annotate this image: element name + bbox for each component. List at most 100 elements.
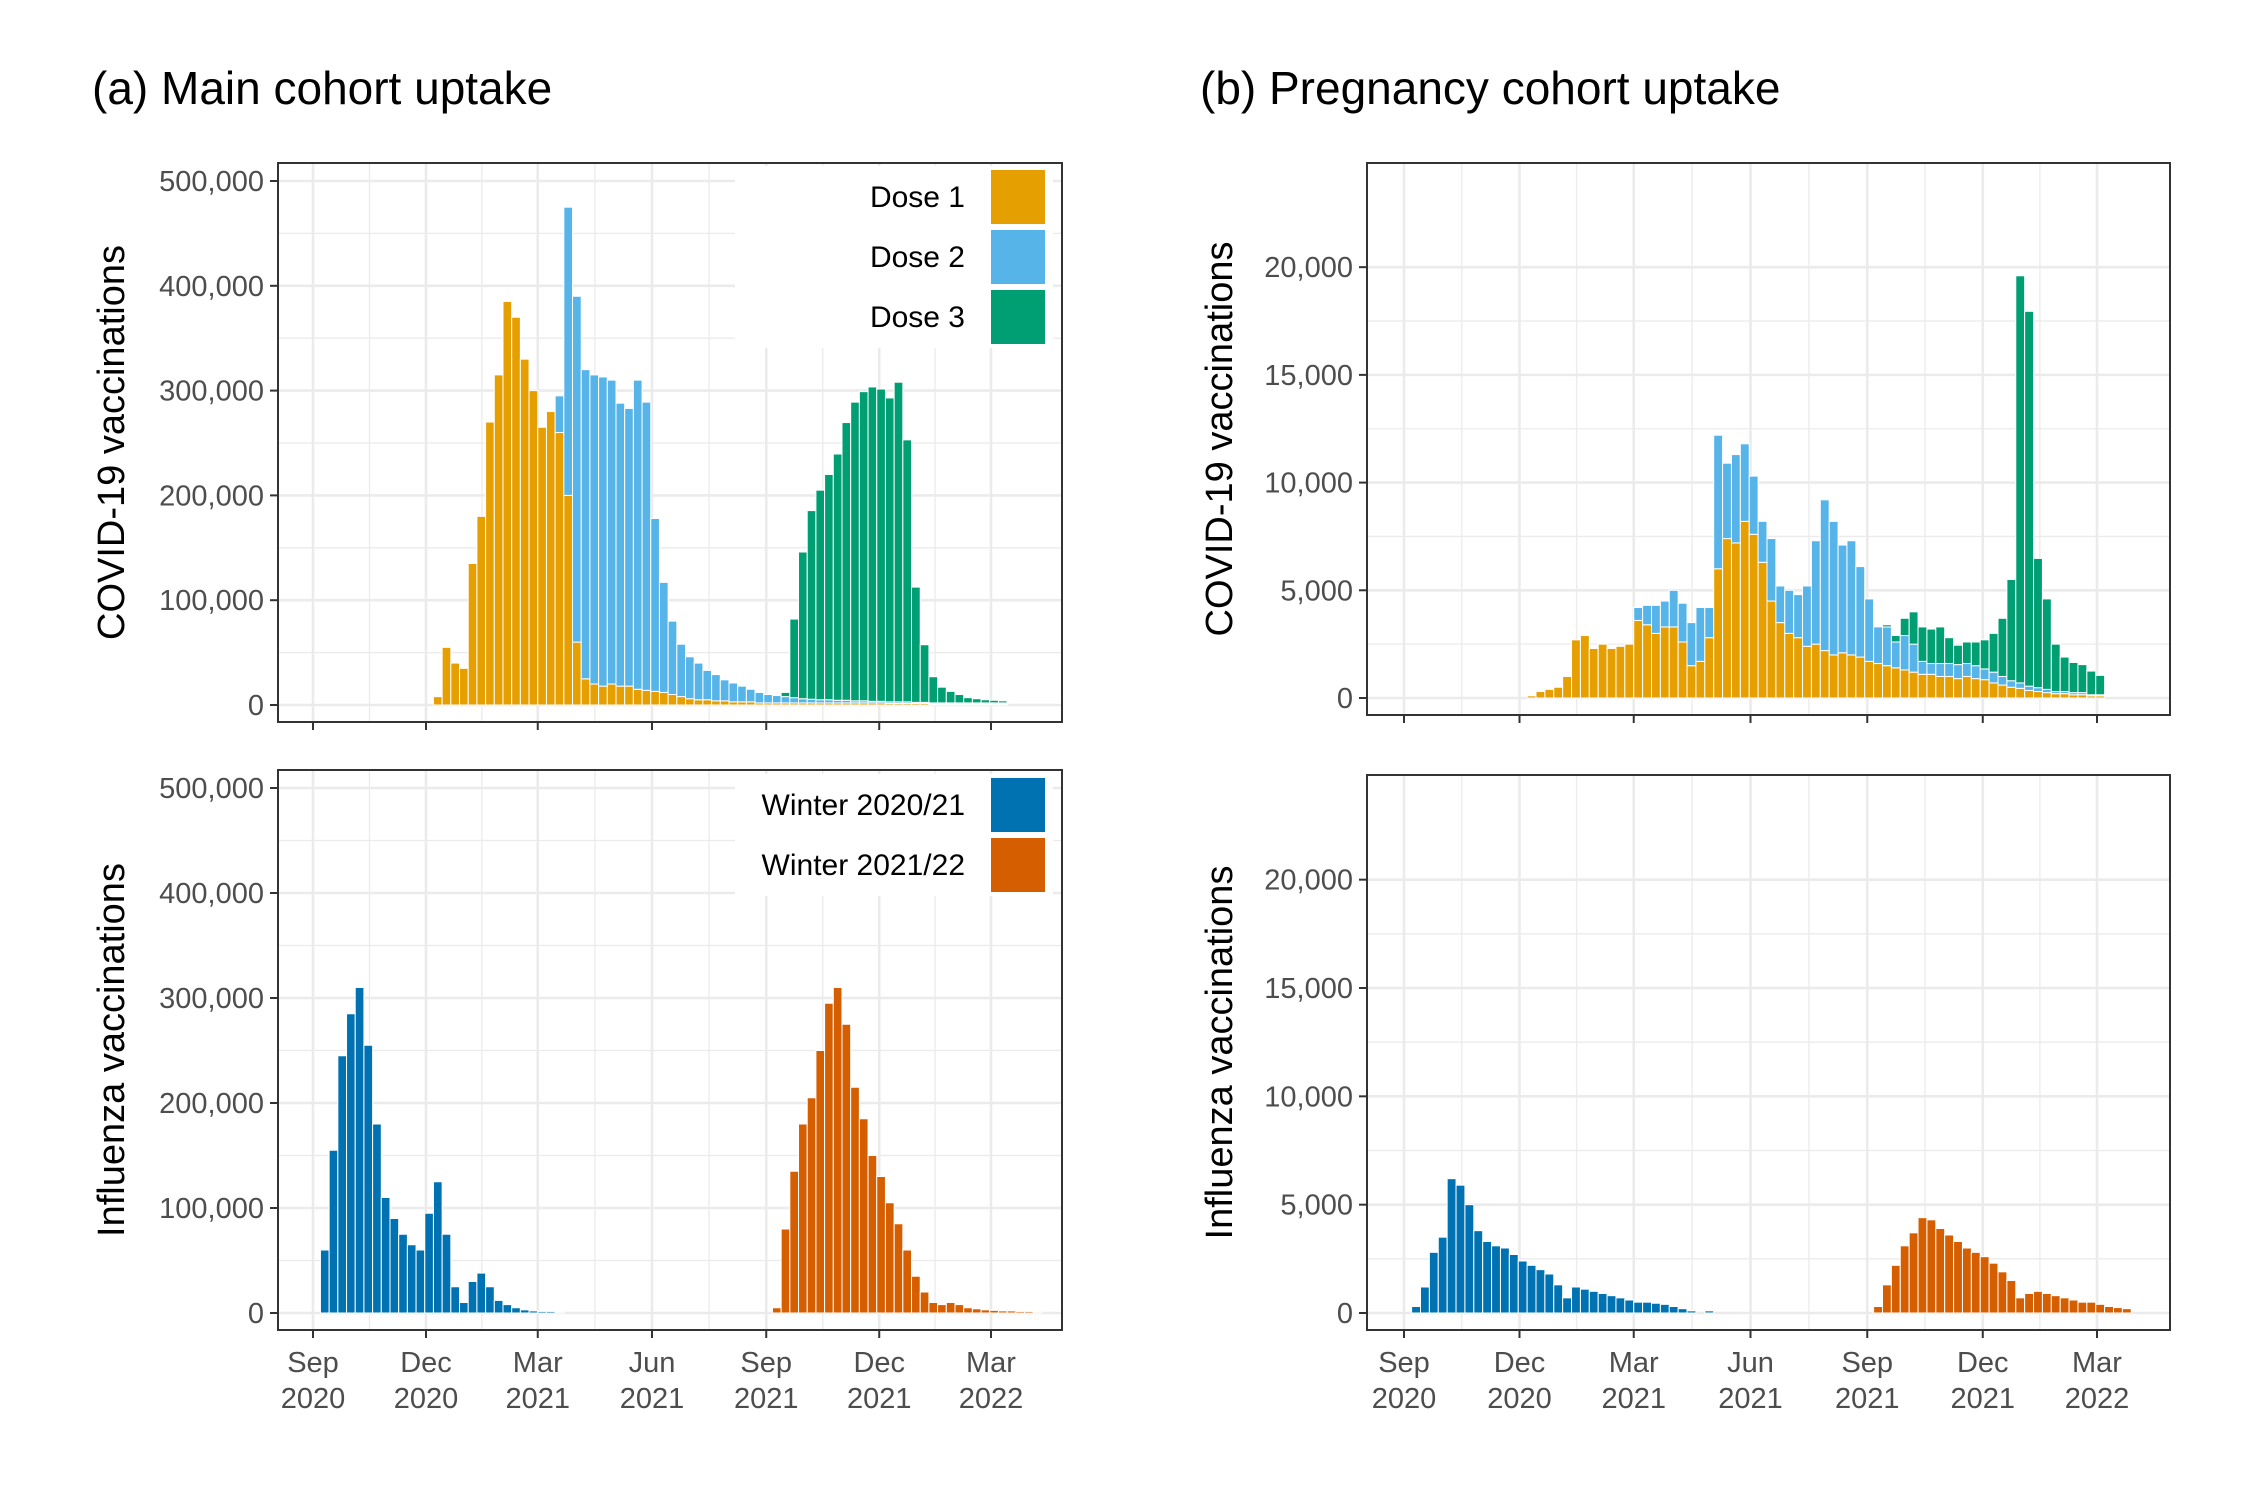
bar-dose-1 (1926, 673, 1937, 699)
bar-dose-2 (1908, 643, 1919, 673)
bar-dose-1 (1606, 647, 1617, 699)
bar-dose-2 (702, 669, 713, 701)
bar-winter-2021-22 (911, 1275, 921, 1314)
legend: Dose 1 Dose 2 Dose 3 (735, 166, 1053, 348)
bar-dose-1 (2024, 689, 2035, 699)
bar-winter-2020-21 (476, 1272, 487, 1314)
bar-dose-1 (1571, 639, 1581, 699)
bar-winter-2020-21 (1615, 1297, 1626, 1314)
y-tick-label: 20,000 (1264, 865, 1353, 897)
bar-dose-2 (667, 620, 678, 696)
bar-dose-2 (1633, 607, 1644, 621)
bar-winter-2020-21 (1642, 1301, 1652, 1314)
y-tick-label: 5,000 (1280, 575, 1353, 607)
x-tick-label: Mar 2022 (2065, 1347, 2130, 1415)
x-tick-label: Dec 2020 (1487, 1347, 1552, 1415)
bar-dose-1 (519, 358, 530, 706)
bar-dose-3 (2024, 310, 2035, 687)
bar-dose-2 (615, 402, 626, 687)
bar-dose-3 (1890, 635, 1901, 643)
bar-dose-2 (798, 698, 808, 704)
bar-winter-2020-21 (459, 1302, 469, 1314)
bar-dose-2 (806, 698, 817, 704)
bar-winter-2020-21 (1562, 1297, 1573, 1314)
bar-dose-1 (1659, 626, 1670, 699)
bar-dose-2 (1651, 604, 1661, 634)
bar-dose-3 (2095, 674, 2106, 696)
bar-dose-1 (528, 390, 539, 706)
x-tick-label: Sep 2020 (281, 1347, 346, 1415)
bar-dose-1 (1882, 665, 1892, 699)
bar-dose-3 (824, 473, 834, 701)
bar-dose-1 (1997, 684, 2008, 699)
bar-dose-2 (1793, 594, 1804, 639)
bar-dose-1 (1793, 637, 1804, 699)
bar-dose-3 (954, 694, 965, 704)
x-tick-label: Jun 2021 (1718, 1347, 1783, 1415)
x-tick-label: Mar 2021 (1601, 1347, 1666, 1415)
bar-dose-2 (580, 369, 591, 680)
x-tick-label: Mar 2022 (959, 1347, 1024, 1415)
bar-dose-1 (1748, 533, 1759, 699)
bar-dose-3 (937, 686, 947, 704)
y-axis-label: COVID-19 vaccinations (91, 245, 133, 640)
y-tick-label: 200,000 (159, 1088, 264, 1120)
bar-dose-2 (1713, 434, 1724, 570)
bar-dose-3 (2059, 656, 2070, 693)
bar-winter-2021-22 (1024, 1310, 1034, 1314)
bar-dose-2 (1855, 566, 1866, 658)
y-tick-label: 100,000 (159, 1193, 264, 1225)
bar-dose-1 (511, 316, 521, 706)
bar-dose-1 (2059, 693, 2070, 699)
bar-dose-3 (963, 697, 973, 704)
bar-dose-2 (563, 206, 574, 496)
legend-swatch (991, 170, 1045, 224)
bar-dose-1 (476, 515, 487, 706)
bar-winter-2020-21 (467, 1281, 478, 1314)
bar-dose-2 (737, 685, 747, 703)
x-tick-label: Sep 2021 (1835, 1347, 1900, 1415)
bar-dose-1 (467, 563, 478, 706)
bar-winter-2020-21 (432, 1181, 443, 1314)
bar-dose-3 (780, 691, 791, 698)
bar-winter-2020-21 (554, 1311, 565, 1314)
bar-winter-2021-22 (824, 1002, 834, 1314)
bar-winter-2020-21 (1526, 1264, 1537, 1314)
bar-dose-3 (841, 422, 852, 701)
bar-winter-2021-22 (1917, 1217, 1928, 1314)
bar-dose-1 (1739, 520, 1750, 699)
y-tick-label: 200,000 (159, 480, 264, 512)
bar-dose-2 (1819, 499, 1830, 652)
bar-dose-2 (1864, 598, 1875, 662)
bar-winter-2020-21 (441, 1233, 452, 1314)
bar-winter-2020-21 (1686, 1310, 1697, 1314)
bar-dose-3 (2077, 664, 2088, 694)
bar-winter-2020-21 (1571, 1286, 1581, 1314)
y-tick-label: 300,000 (159, 376, 264, 408)
bar-dose-3 (815, 489, 826, 701)
bar-dose-2 (676, 643, 687, 698)
legend-swatch (991, 838, 1045, 892)
bar-winter-2020-21 (398, 1233, 408, 1314)
bar-winter-2021-22 (789, 1170, 800, 1314)
bar-winter-2021-22 (1961, 1247, 1972, 1314)
bar-winter-2021-22 (2077, 1301, 2088, 1314)
bar-dose-1 (1535, 691, 1546, 699)
bar-winter-2021-22 (954, 1304, 965, 1314)
bar-winter-2020-21 (545, 1310, 556, 1314)
bar-dose-1 (606, 683, 617, 706)
bar-dose-2 (2024, 685, 2035, 691)
bar-dose-2 (1979, 668, 1990, 681)
bar-dose-2 (1997, 675, 2008, 686)
panel-b-influenza-pregnancy: 0 5,000 10,000 15,000 20,000 Sep 2020 Dec 2020 Ma… (1199, 774, 2171, 1415)
y-axis-label: COVID-19 vaccinations (1199, 242, 1241, 637)
bar-dose-1 (432, 696, 443, 706)
y-tick-label: 5,000 (1280, 1190, 1353, 1222)
bar-dose-2 (1739, 443, 1750, 522)
legend-label: Dose 2 (870, 241, 965, 274)
y-axis-label: Influenza vaccinations (91, 863, 133, 1237)
bar-winter-2021-22 (971, 1308, 982, 1314)
bar-dose-3 (850, 401, 860, 702)
bar-winter-2020-21 (502, 1304, 513, 1314)
bar-dose-2 (589, 374, 600, 685)
